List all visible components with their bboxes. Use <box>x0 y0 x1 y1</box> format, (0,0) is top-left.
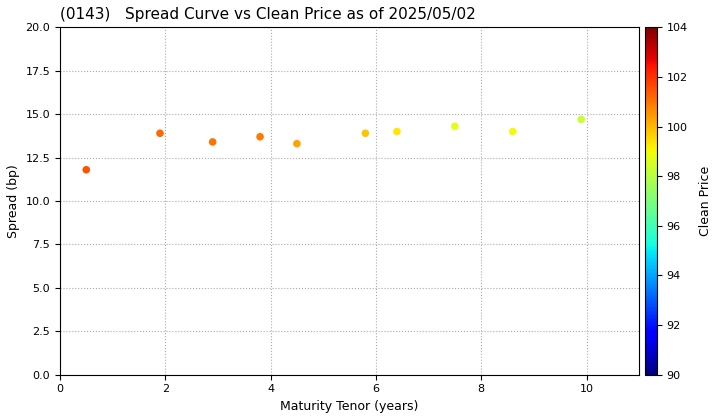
Point <box>575 116 587 123</box>
Text: (0143)   Spread Curve vs Clean Price as of 2025/05/02: (0143) Spread Curve vs Clean Price as of… <box>60 7 476 22</box>
Point <box>254 134 266 140</box>
Point <box>81 166 92 173</box>
Point <box>207 139 218 145</box>
Y-axis label: Clean Price: Clean Price <box>699 166 712 236</box>
Point <box>391 128 402 135</box>
X-axis label: Maturity Tenor (years): Maturity Tenor (years) <box>280 400 419 413</box>
Y-axis label: Spread (bp): Spread (bp) <box>7 164 20 238</box>
Point <box>507 128 518 135</box>
Point <box>449 123 461 130</box>
Point <box>359 130 371 136</box>
Point <box>291 140 302 147</box>
Point <box>154 130 166 136</box>
